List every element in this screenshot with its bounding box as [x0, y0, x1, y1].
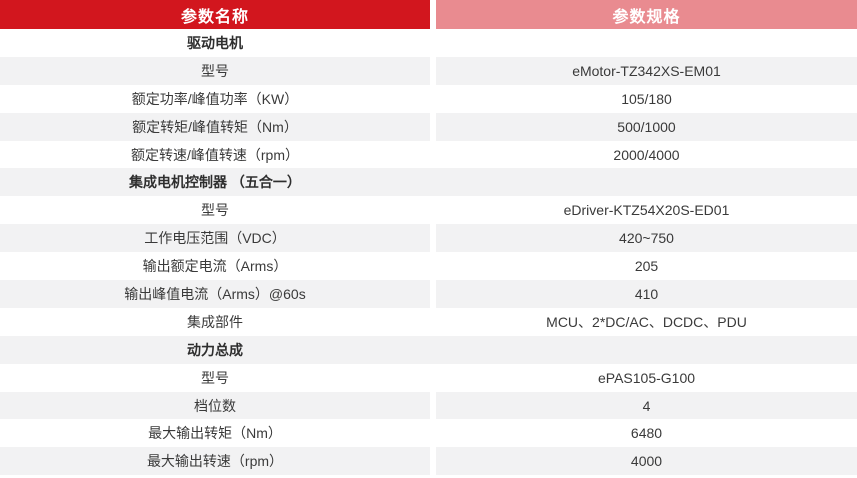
- column-gutter: [430, 391, 436, 420]
- param-spec-value: eMotor-TZ342XS-EM01: [572, 62, 721, 79]
- spec-row: 额定功率/峰值功率（KW） 105/180: [0, 84, 857, 113]
- param-spec-value: 205: [634, 258, 659, 275]
- param-spec-value: 500/1000: [617, 118, 676, 135]
- spec-row: 型号 eDriver-KTZ54X20S-ED01: [0, 196, 857, 225]
- section-header-row: 动力总成: [0, 335, 857, 364]
- spec-row: 输出峰值电流（Arms）@60s 410: [0, 280, 857, 308]
- table-body: 驱动电机 型号 eMotor-TZ342XS-EM01 额定功率/峰值功率（KW…: [0, 29, 857, 476]
- param-name-cell: 最大输出转速（rpm）: [0, 447, 430, 476]
- param-spec-cell: MCU、2*DC/AC、DCDC、PDU: [436, 308, 857, 336]
- column-gutter: [430, 307, 436, 336]
- column-gutter: [430, 280, 436, 308]
- section-label-cell: 动力总成: [0, 336, 430, 364]
- param-spec-value: 105/180: [621, 90, 672, 107]
- column-gutter: [430, 140, 436, 169]
- param-name-cell: 型号: [0, 364, 430, 392]
- param-spec-cell: 4000: [436, 447, 857, 476]
- column-gutter: [430, 196, 436, 225]
- section-label: 动力总成: [187, 341, 243, 358]
- param-name-label: 型号: [201, 62, 229, 79]
- spec-row: 档位数 4: [0, 391, 857, 420]
- spec-row: 型号 ePAS105-G100: [0, 363, 857, 392]
- param-spec-value: 4: [642, 397, 651, 414]
- param-spec-cell: ePAS105-G100: [436, 364, 857, 392]
- param-spec-cell: eDriver-KTZ54X20S-ED01: [436, 196, 857, 224]
- spec-row: 额定转矩/峰值转矩（Nm） 500/1000: [0, 112, 857, 141]
- section-label-cell: 集成电机控制器 （五合一）: [0, 168, 430, 196]
- param-name-cell: 额定转矩/峰值转矩（Nm）: [0, 112, 430, 141]
- param-spec-value: 2000/4000: [613, 146, 680, 163]
- section-row-filler: [430, 336, 857, 364]
- column-gutter: [430, 363, 436, 392]
- section-row-filler: [430, 168, 857, 196]
- param-spec-cell: eMotor-TZ342XS-EM01: [436, 56, 857, 85]
- param-spec-cell: 205: [436, 252, 857, 280]
- param-spec-value: 4000: [630, 453, 663, 470]
- param-spec-cell: 410: [436, 280, 857, 308]
- param-name-label: 输出额定电流（Arms）: [142, 258, 288, 275]
- param-spec-cell: 6480: [436, 419, 857, 447]
- spec-row: 集成部件 MCU、2*DC/AC、DCDC、PDU: [0, 307, 857, 336]
- table-header-row: 参数名称 参数规格: [0, 0, 857, 29]
- column-gutter: [430, 419, 436, 448]
- section-label-cell: 驱动电机: [0, 29, 430, 57]
- param-name-cell: 档位数: [0, 391, 430, 420]
- spec-row: 型号 eMotor-TZ342XS-EM01: [0, 56, 857, 85]
- param-name-label: 额定转速/峰值转速（rpm）: [131, 146, 299, 163]
- spec-row: 最大输出转速（rpm） 4000: [0, 447, 857, 476]
- param-name-label: 集成部件: [187, 313, 243, 330]
- param-spec-cell: 4: [436, 391, 857, 420]
- spec-row: 输出额定电流（Arms） 205: [0, 252, 857, 281]
- spec-row: 额定转速/峰值转速（rpm） 2000/4000: [0, 140, 857, 169]
- section-header-row: 驱动电机: [0, 29, 857, 57]
- section-header-row: 集成电机控制器 （五合一）: [0, 168, 857, 197]
- param-name-cell: 工作电压范围（VDC）: [0, 224, 430, 253]
- column-gutter: [430, 84, 436, 113]
- param-name-label: 型号: [201, 202, 229, 219]
- param-spec-cell: 105/180: [436, 85, 857, 113]
- section-row-filler: [430, 29, 857, 57]
- param-spec-cell: 500/1000: [436, 112, 857, 141]
- column-gutter: [430, 252, 436, 281]
- param-name-label: 最大输出转速（rpm）: [146, 453, 284, 470]
- column-gutter: [430, 447, 436, 476]
- param-spec-value: 6480: [630, 425, 663, 442]
- param-name-cell: 型号: [0, 56, 430, 85]
- param-name-cell: 额定转速/峰值转速（rpm）: [0, 141, 430, 169]
- param-name-label: 最大输出转矩（Nm）: [148, 425, 282, 442]
- param-name-label: 型号: [201, 369, 229, 386]
- param-name-cell: 最大输出转矩（Nm）: [0, 419, 430, 447]
- column-gutter: [430, 0, 436, 29]
- param-name-label: 额定转矩/峰值转矩（Nm）: [132, 118, 298, 135]
- param-spec-value: MCU、2*DC/AC、DCDC、PDU: [546, 313, 747, 330]
- param-spec-value: eDriver-KTZ54X20S-ED01: [563, 202, 730, 219]
- param-spec-cell: 2000/4000: [436, 141, 857, 169]
- param-spec-cell: 420~750: [436, 224, 857, 253]
- column-gutter: [430, 224, 436, 253]
- column-header-param-name: 参数名称: [0, 0, 430, 29]
- param-name-label: 输出峰值电流（Arms）@60s: [124, 285, 306, 302]
- param-name-cell: 集成部件: [0, 308, 430, 336]
- column-gutter: [430, 56, 436, 85]
- param-name-label: 工作电压范围（VDC）: [144, 230, 286, 247]
- section-label: 驱动电机: [187, 34, 243, 51]
- param-name-cell: 输出额定电流（Arms）: [0, 252, 430, 280]
- param-spec-value: ePAS105-G100: [597, 369, 696, 386]
- param-name-label: 档位数: [194, 397, 236, 414]
- param-spec-value: 410: [634, 285, 659, 302]
- param-name-label: 额定功率/峰值功率（KW）: [131, 90, 299, 107]
- spec-row: 工作电压范围（VDC） 420~750: [0, 224, 857, 253]
- column-header-param-spec: 参数规格: [436, 0, 857, 29]
- param-name-cell: 输出峰值电流（Arms）@60s: [0, 280, 430, 308]
- section-label: 集成电机控制器 （五合一）: [129, 174, 301, 191]
- column-gutter: [430, 112, 436, 141]
- param-spec-value: 420~750: [619, 230, 674, 247]
- param-name-cell: 型号: [0, 196, 430, 224]
- spec-row: 最大输出转矩（Nm） 6480: [0, 419, 857, 448]
- param-name-cell: 额定功率/峰值功率（KW）: [0, 85, 430, 113]
